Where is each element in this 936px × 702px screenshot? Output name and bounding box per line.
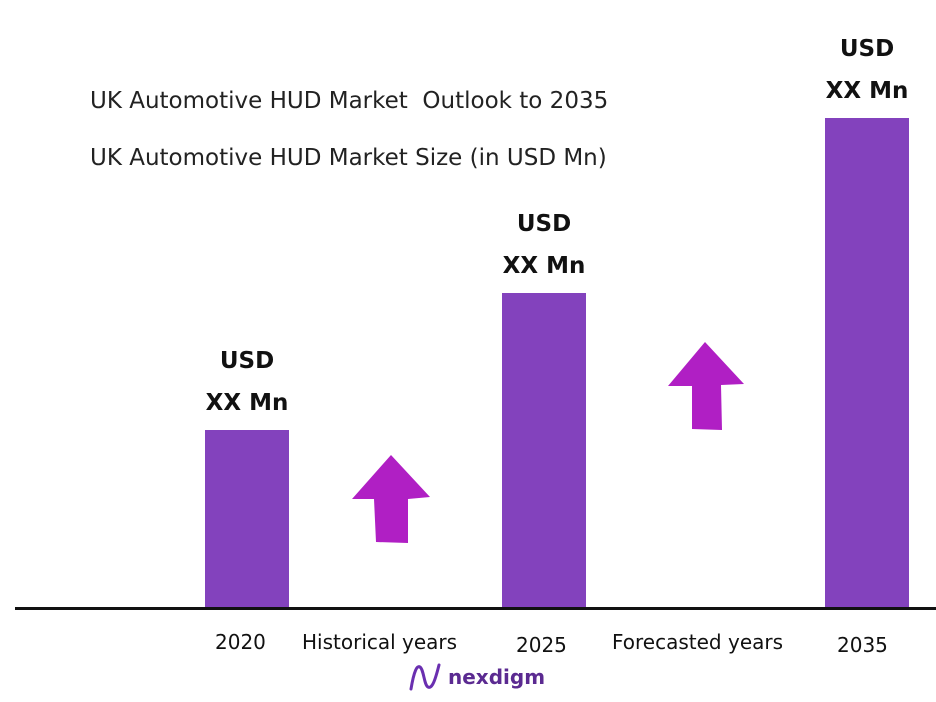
bar-value-label-2025: USD XX Mn <box>474 203 614 287</box>
period-label-historical: Historical years <box>302 630 458 654</box>
x-axis-line <box>15 607 936 610</box>
nexdigm-logo-icon <box>409 663 441 691</box>
growth-arrow-up-icon <box>668 342 744 430</box>
growth-arrow-up-icon <box>352 455 430 543</box>
chart-subtitle: UK Automotive HUD Market Size (in USD Mn… <box>90 145 607 171</box>
brand-name: nexdigm <box>448 665 546 689</box>
chart-title: UK Automotive HUD Market Outlook to 2035 <box>90 88 609 114</box>
bar-2025 <box>502 293 586 610</box>
brand-logo: nexdigm <box>408 662 545 692</box>
x-tick-label-2035: 2035 <box>837 633 888 657</box>
bar-value-label-2035: USD XX Mn <box>797 28 936 112</box>
bar-value-label-line2: XX Mn <box>825 78 909 104</box>
bar-value-label-line2: XX Mn <box>502 253 586 279</box>
period-label-forecasted: Forecasted years <box>612 630 784 654</box>
bar-value-label-line1: USD <box>839 36 895 62</box>
x-tick-label-2025: 2025 <box>516 633 567 657</box>
bar-value-label-line1: USD <box>516 211 572 237</box>
bar-value-label-2020: USD XX Mn <box>177 340 317 424</box>
bar-value-label-line2: XX Mn <box>205 390 289 416</box>
bar-value-label-line1: USD <box>219 348 275 374</box>
bar-2035 <box>825 118 909 610</box>
x-tick-label-2020: 2020 <box>215 630 266 654</box>
bar-2020 <box>205 430 289 610</box>
